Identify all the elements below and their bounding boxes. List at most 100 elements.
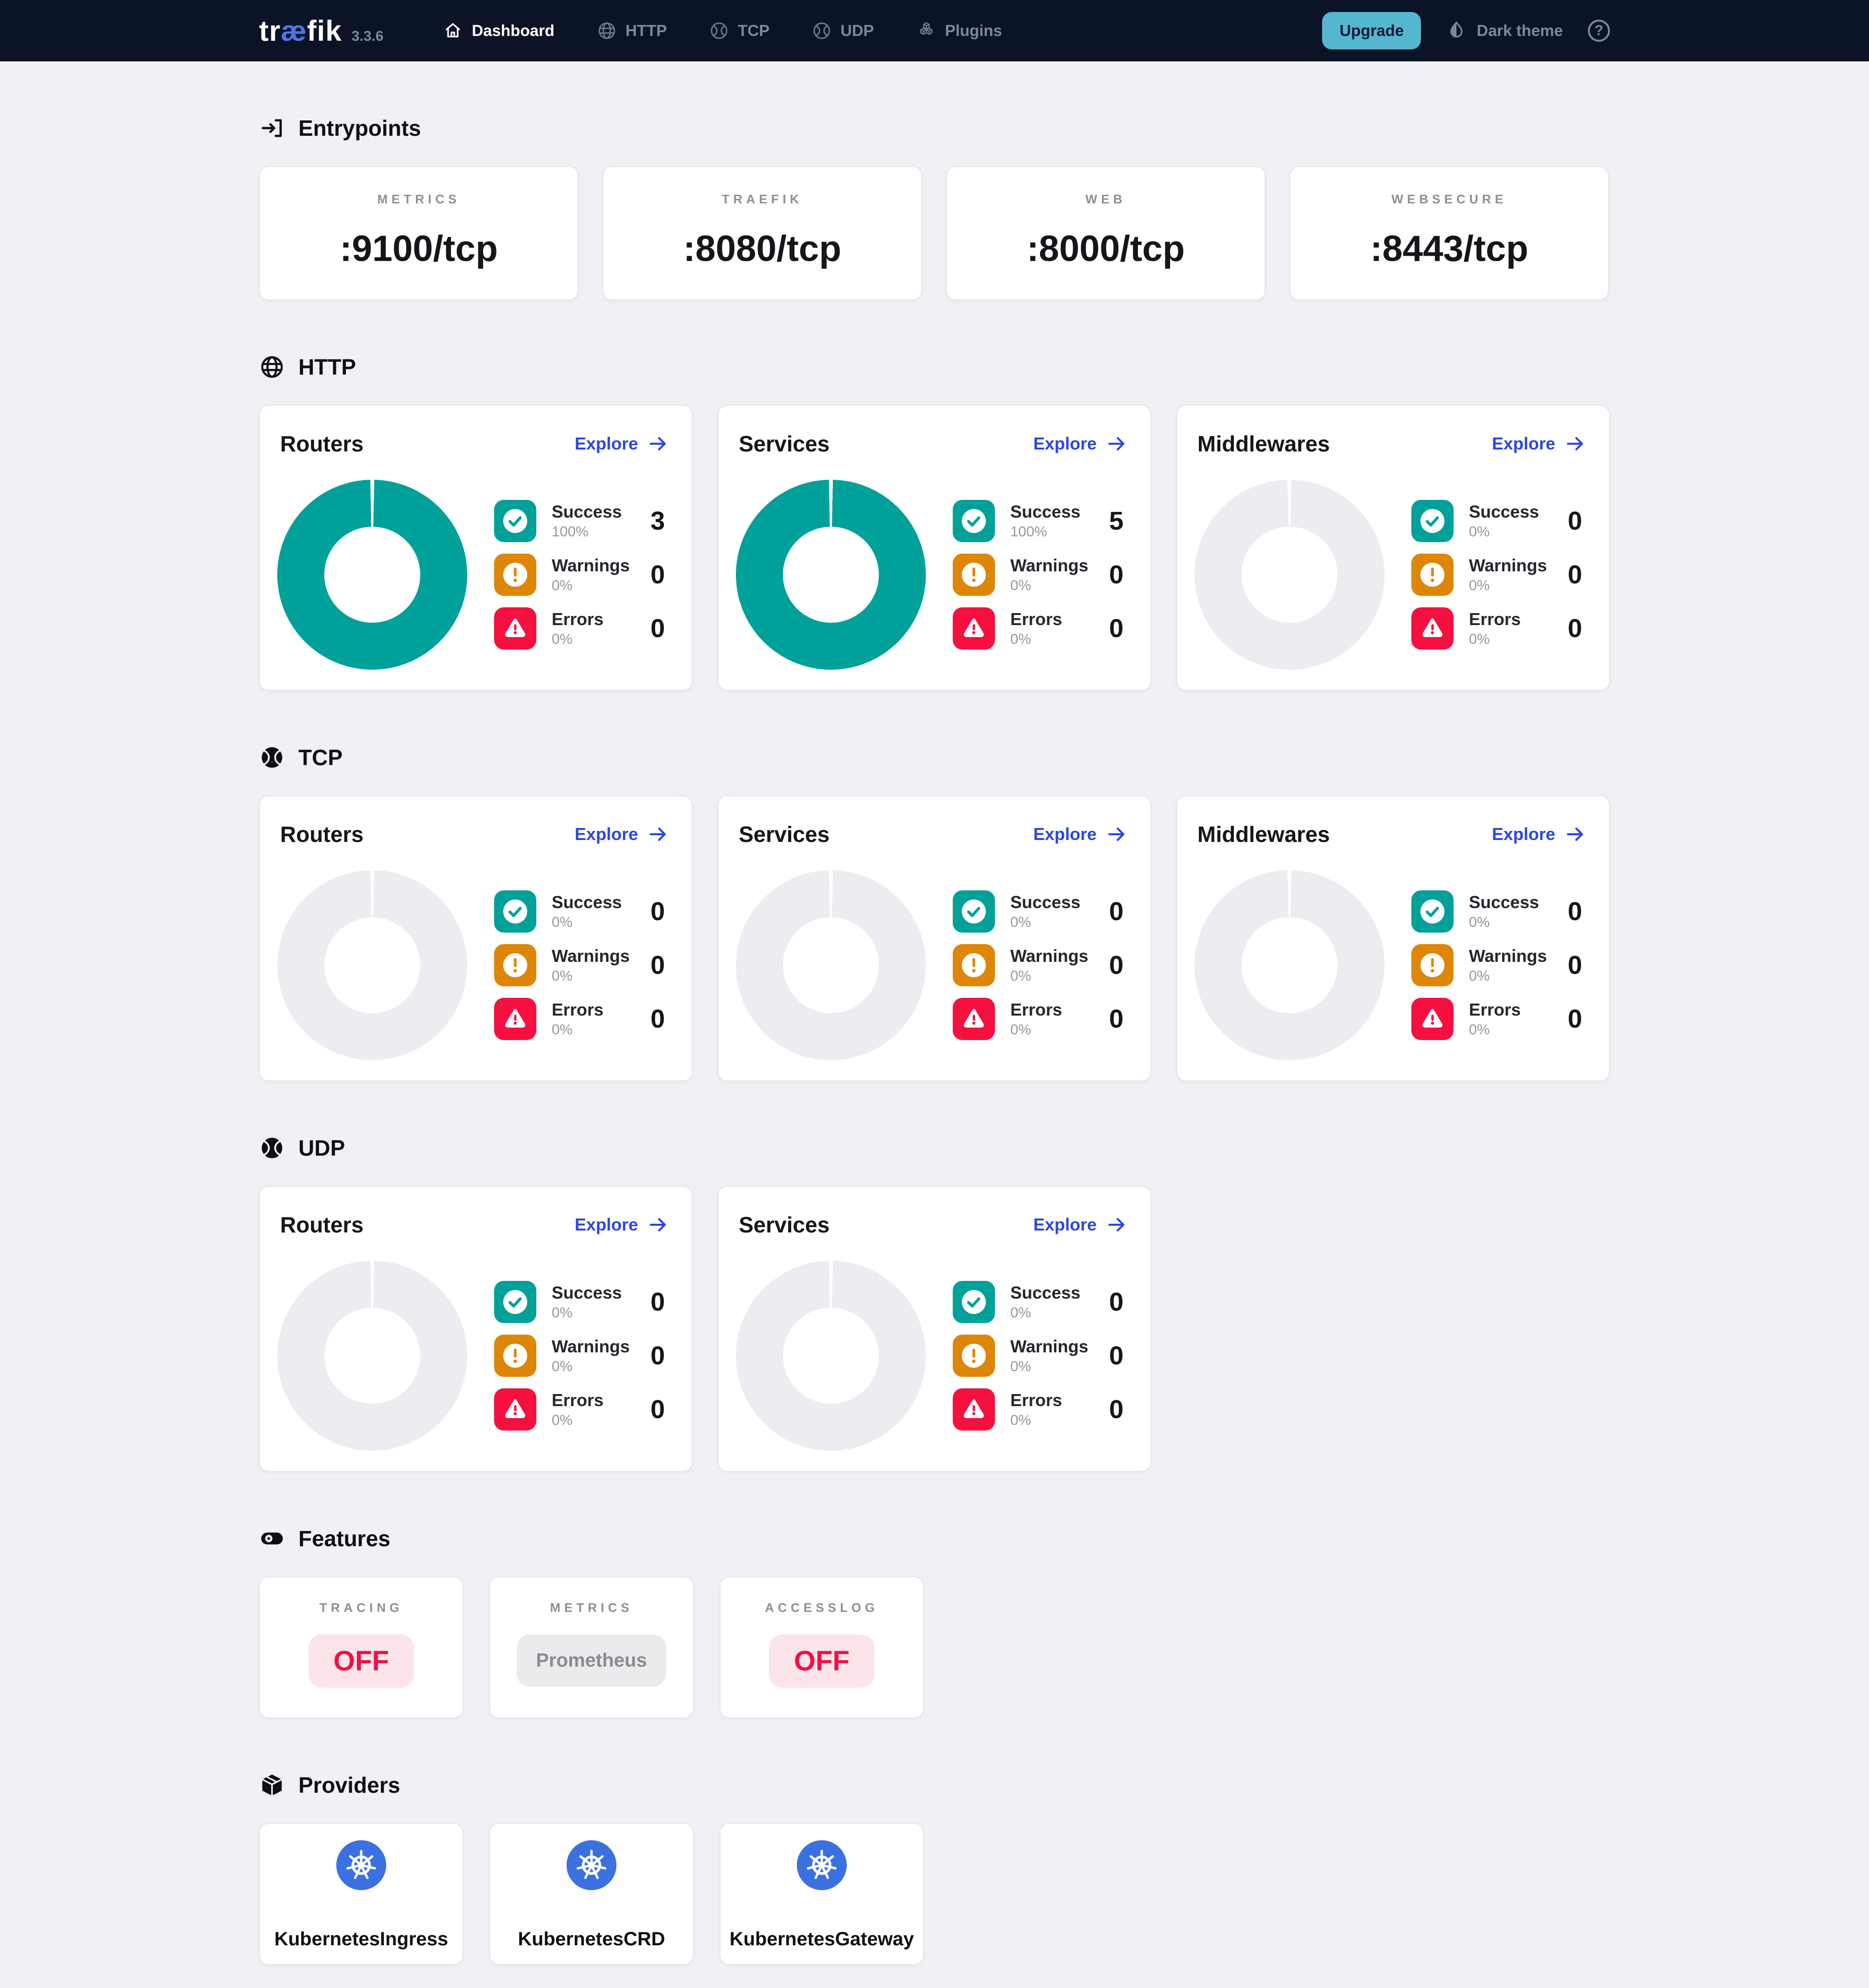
stat-card-title: Routers xyxy=(280,431,364,456)
donut-chart xyxy=(736,870,926,1060)
entrypoint-name: TRAEFIK xyxy=(722,192,803,206)
legend-count: 0 xyxy=(650,951,665,980)
legend-count: 3 xyxy=(650,507,665,535)
section-http: HTTP Routers Explore Success 100% 3 Warn… xyxy=(259,354,1610,691)
stat-card: Routers Explore Success 0% 0 Warnings 0%… xyxy=(259,795,693,1081)
stat-legend: Success 0% 0 Warnings 0% 0 Errors 0% 0 xyxy=(1411,500,1586,650)
explore-link[interactable]: Explore xyxy=(1033,824,1127,845)
legend-percentage: 0% xyxy=(1469,523,1490,540)
legend-percentage: 0% xyxy=(1010,1304,1031,1321)
legend-row: Errors 0% 0 xyxy=(494,998,665,1040)
help-icon[interactable]: ? xyxy=(1588,20,1610,42)
legend-label: Success xyxy=(552,1283,622,1303)
success-icon xyxy=(953,890,995,933)
stat-legend: Success 0% 0 Warnings 0% 0 Errors 0% 0 xyxy=(953,1281,1127,1431)
explore-link[interactable]: Explore xyxy=(1492,824,1586,845)
legend-percentage: 0% xyxy=(1469,631,1490,647)
legend-percentage: 0% xyxy=(1469,577,1490,593)
stat-legend: Success 100% 5 Warnings 0% 0 Errors 0% 0 xyxy=(953,500,1127,650)
nav-item-dashboard[interactable]: Dashboard xyxy=(443,21,555,41)
legend-row: Success 0% 0 xyxy=(953,890,1124,933)
kubernetes-icon xyxy=(567,1840,616,1890)
stat-card: Routers Explore Success 0% 0 Warnings 0%… xyxy=(259,1186,693,1472)
success-icon xyxy=(494,500,536,542)
stat-card-title: Services xyxy=(739,431,830,456)
donut-chart xyxy=(277,1261,467,1451)
nav-item-label: Plugins xyxy=(945,22,1002,39)
provider-card: KubernetesGateway xyxy=(720,1823,924,1965)
legend-count: 0 xyxy=(650,897,665,926)
tcp-header: TCP xyxy=(259,745,1610,770)
section-title-text: Entrypoints xyxy=(298,116,421,141)
stat-legend: Success 0% 0 Warnings 0% 0 Errors 0% 0 xyxy=(494,1281,669,1431)
legend-label: Warnings xyxy=(1010,1337,1088,1357)
legend-label: Errors xyxy=(1010,1000,1063,1020)
legend-row: Errors 0% 0 xyxy=(494,607,665,650)
donut-chart xyxy=(1195,870,1384,1060)
provider-name: KubernetesIngress xyxy=(274,1929,449,1950)
error-icon xyxy=(953,1388,995,1431)
legend-label: Errors xyxy=(552,1000,604,1020)
legend-row: Warnings 0% 0 xyxy=(1411,554,1582,596)
legend-row: Success 0% 0 xyxy=(494,1281,665,1323)
legend-percentage: 0% xyxy=(552,968,573,984)
feature-card: TRACING OFF xyxy=(259,1576,463,1718)
legend-percentage: 0% xyxy=(1010,914,1031,930)
nav-item-plugins[interactable]: Plugins xyxy=(916,21,1002,41)
legend-count: 0 xyxy=(1109,1395,1124,1424)
explore-link[interactable]: Explore xyxy=(575,1214,669,1235)
arrow-right-icon xyxy=(1106,824,1127,845)
toggle-icon xyxy=(259,1526,285,1551)
entrypoint-port: :8000/tcp xyxy=(1027,228,1185,269)
legend-label: Success xyxy=(1010,892,1081,912)
legend-label: Success xyxy=(552,892,622,912)
ball-icon xyxy=(259,745,285,770)
legend-percentage: 100% xyxy=(1010,523,1047,540)
legend-count: 0 xyxy=(650,1341,665,1370)
upgrade-button[interactable]: Upgrade xyxy=(1322,12,1421,49)
brand[interactable]: træfik 3.3.6 xyxy=(259,14,383,47)
dashboard-content: Entrypoints METRICS :9100/tcp TRAEFIK :8… xyxy=(259,61,1610,1988)
provider-name: KubernetesGateway xyxy=(729,1929,914,1950)
globe-icon xyxy=(259,354,285,380)
legend-row: Warnings 0% 0 xyxy=(953,944,1124,986)
explore-link[interactable]: Explore xyxy=(575,824,669,845)
legend-percentage: 0% xyxy=(1010,631,1031,647)
explore-link[interactable]: Explore xyxy=(1492,433,1586,454)
legend-count: 0 xyxy=(1567,560,1582,589)
legend-row: Warnings 0% 0 xyxy=(953,554,1124,596)
entrypoints-header: Entrypoints xyxy=(259,115,1610,141)
stat-card-title: Services xyxy=(739,822,830,847)
legend-label: Warnings xyxy=(1010,946,1088,966)
nav-item-http[interactable]: HTTP xyxy=(597,21,667,41)
legend-label: Success xyxy=(1010,502,1081,522)
legend-row: Warnings 0% 0 xyxy=(1411,944,1582,986)
donut-chart xyxy=(736,480,926,670)
legend-count: 0 xyxy=(650,1005,665,1033)
legend-label: Errors xyxy=(552,1390,604,1410)
section-features: Features TRACING OFF METRICS Prometheus … xyxy=(259,1526,1610,1718)
legend-row: Success 0% 0 xyxy=(953,1281,1124,1323)
legend-label: Success xyxy=(1010,1283,1081,1303)
version-label: 3.3.6 xyxy=(351,28,384,44)
nav-item-udp[interactable]: UDP xyxy=(812,21,874,41)
explore-link[interactable]: Explore xyxy=(1033,433,1127,454)
nav-item-tcp[interactable]: TCP xyxy=(709,21,769,41)
legend-percentage: 0% xyxy=(1010,968,1031,984)
warning-icon xyxy=(953,1335,995,1377)
stat-card-title: Middlewares xyxy=(1197,431,1330,456)
legend-row: Errors 0% 0 xyxy=(1411,998,1582,1040)
legend-count: 0 xyxy=(650,1288,665,1316)
explore-link[interactable]: Explore xyxy=(575,433,669,454)
legend-percentage: 0% xyxy=(1010,577,1031,593)
legend-label: Success xyxy=(1469,502,1539,522)
theme-toggle[interactable]: Dark theme xyxy=(1446,20,1563,41)
navbar-items: Dashboard HTTP TCP UDP Plugins xyxy=(443,21,1002,41)
explore-link[interactable]: Explore xyxy=(1033,1214,1127,1235)
legend-label: Errors xyxy=(1469,609,1521,629)
legend-row: Errors 0% 0 xyxy=(953,998,1124,1040)
success-icon xyxy=(1411,890,1454,933)
stat-card-title: Routers xyxy=(280,822,364,847)
http-header: HTTP xyxy=(259,354,1610,380)
traefik-logo: træfik xyxy=(259,14,342,47)
